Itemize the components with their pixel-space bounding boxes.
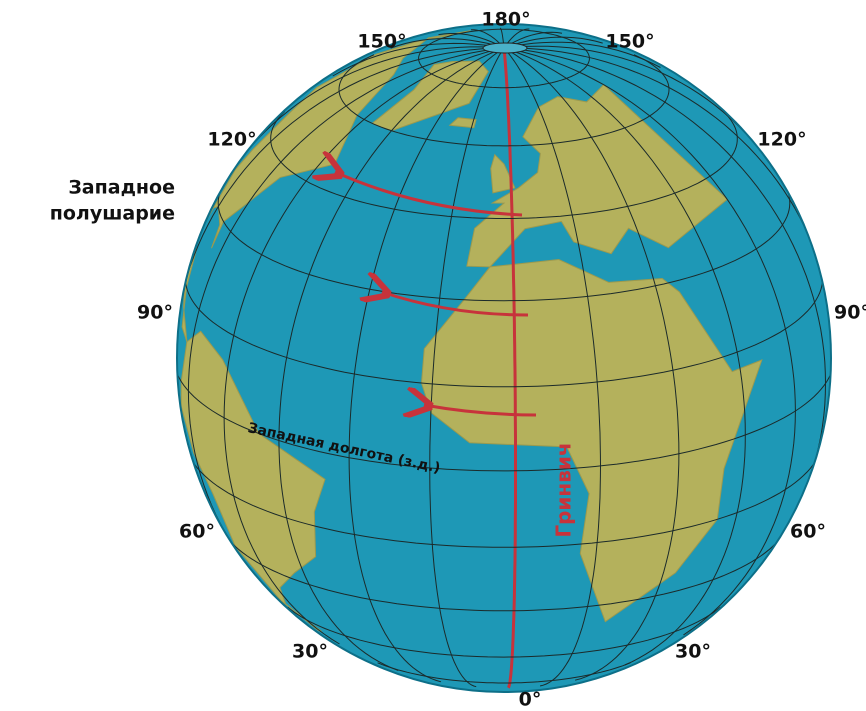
meridian-label: Гринвич (552, 442, 576, 537)
landmass (371, 60, 489, 132)
parallel (217, 182, 791, 302)
parallel (287, 606, 721, 658)
arrow (382, 292, 529, 317)
arrow (335, 172, 523, 217)
meridian (503, 47, 680, 681)
degree-label: 0° (519, 689, 542, 711)
parallel (177, 357, 831, 472)
pole (482, 42, 528, 54)
meridian (471, 29, 505, 49)
landmass (466, 84, 728, 268)
degree-label: 120° (207, 129, 256, 151)
degree-label: 30° (292, 641, 328, 663)
parallel (418, 28, 590, 89)
degree-label: 90° (137, 302, 173, 324)
parallel (377, 662, 631, 684)
parallel (226, 536, 782, 612)
meridian (230, 46, 505, 173)
hemisphere-label: Западное (68, 177, 175, 199)
parallel (270, 111, 738, 219)
degree-label: 120° (757, 129, 806, 151)
meridian (503, 36, 603, 49)
degree-label: 180° (481, 9, 530, 31)
meridian (503, 28, 530, 49)
meridian (503, 41, 661, 68)
hemisphere-label: полушарие (50, 203, 175, 225)
meridian (187, 47, 505, 576)
graticule (177, 27, 831, 689)
landmass (448, 117, 477, 129)
parallel (338, 54, 670, 147)
meridian (503, 47, 796, 636)
meridian (503, 45, 747, 134)
meridian (503, 47, 602, 687)
degree-label: 30° (675, 641, 711, 663)
parallel (184, 270, 824, 388)
globe-outline (176, 23, 832, 693)
degree-label: 150° (605, 31, 654, 53)
meridian (278, 47, 505, 672)
meridian (503, 31, 563, 49)
continents (180, 30, 763, 633)
arrows (335, 172, 537, 415)
meridian (438, 33, 505, 49)
degree-label: 60° (179, 521, 215, 543)
parallel (186, 449, 822, 548)
degree-label: 60° (790, 521, 826, 543)
meridian (390, 37, 505, 49)
degree-label: 150° (357, 31, 406, 53)
meridian (348, 47, 505, 683)
meridian (499, 27, 505, 48)
arrow (424, 405, 537, 415)
degree-label: 90° (834, 302, 866, 324)
prime-meridian (502, 47, 517, 689)
